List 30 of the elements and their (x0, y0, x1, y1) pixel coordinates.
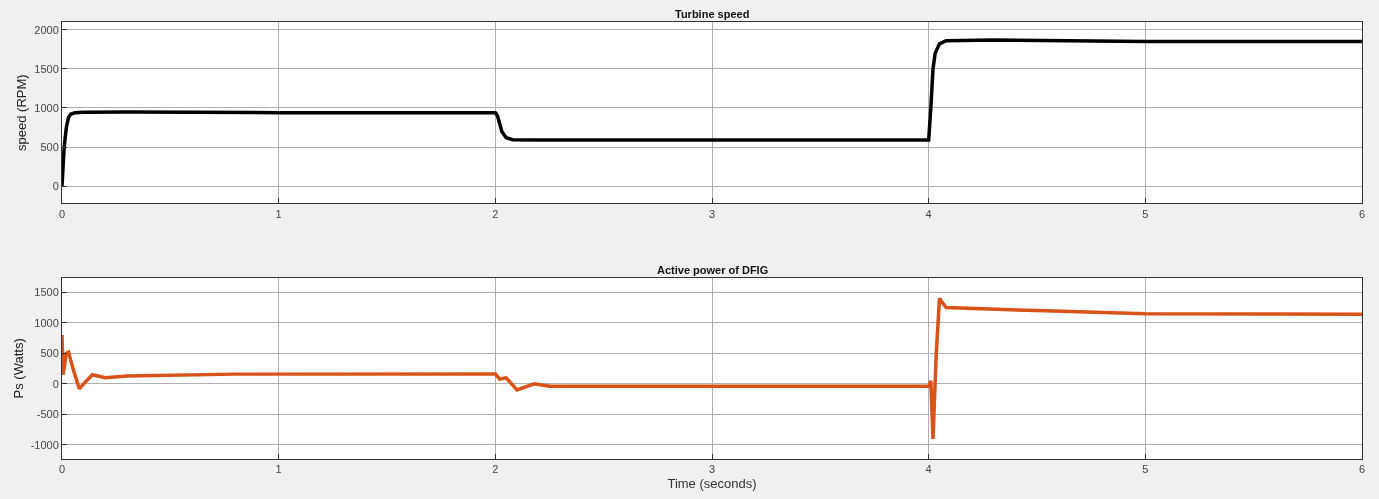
x-tick-label: 1 (275, 463, 282, 476)
y-tick-label: -500 (36, 408, 59, 421)
y-tick-label: 500 (40, 140, 59, 153)
y-tick-label: 1500 (34, 62, 59, 75)
x-tick-label: 2 (492, 207, 499, 220)
line-series (62, 38, 1362, 188)
chart-title: Turbine speed (675, 8, 750, 20)
x-tick-label: 5 (1142, 463, 1149, 476)
x-tick-label: 1 (275, 207, 282, 220)
x-tick-label: 4 (925, 207, 932, 220)
x-tick-label: 5 (1142, 207, 1149, 220)
x-axis-title: Time (seconds) (667, 475, 757, 491)
y-tick-label: 0 (52, 180, 59, 193)
x-tick-label: 6 (1358, 463, 1366, 476)
y-tick-label: 1500 (34, 286, 59, 299)
y-axis-title: Ps (Watts) (10, 338, 26, 399)
x-tick-label: 3 (708, 207, 716, 220)
x-tick-label: 4 (925, 463, 932, 476)
chart-title: Active power of DFIG (657, 264, 769, 276)
line-series (62, 296, 1362, 441)
y-tick-label: 2000 (34, 23, 59, 36)
x-tick-label: 6 (1358, 207, 1366, 220)
y-tick-label: -1000 (30, 438, 59, 451)
y-tick-label: 0 (52, 377, 59, 390)
y-tick-label: 1000 (34, 316, 59, 329)
y-axis-title: speed (RPM) (14, 74, 30, 151)
y-tick-label: 1000 (34, 101, 59, 114)
x-tick-label: 3 (708, 463, 716, 476)
x-tick-label: 2 (492, 463, 499, 476)
y-tick-label: 500 (40, 347, 59, 360)
